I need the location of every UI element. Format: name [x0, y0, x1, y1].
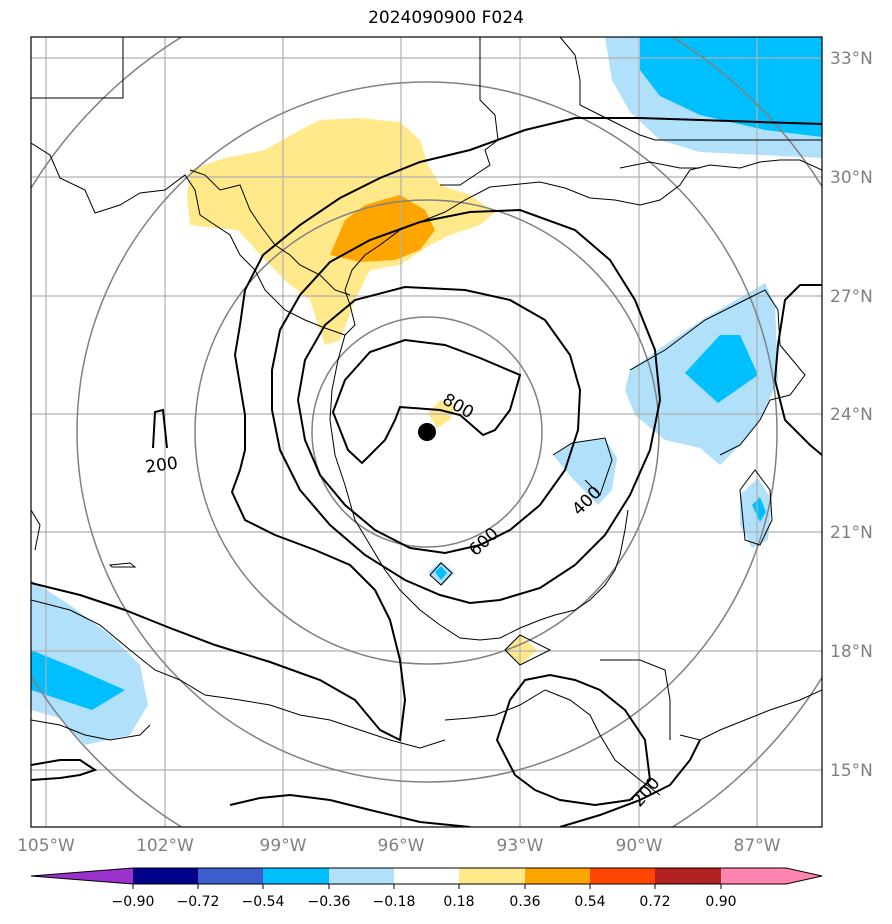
lat-label: 33°N: [830, 49, 873, 69]
colorbar-tick-label: −0.54: [242, 894, 285, 910]
lat-label: 15°N: [830, 761, 873, 781]
colorbar: −0.90 −0.72 −0.54 −0.36 −0.18 0.18 0.36 …: [30, 867, 823, 910]
contour-200-ring: [31, 254, 407, 742]
colorbar-segment: [263, 868, 329, 884]
colorbar-segment: [590, 868, 655, 884]
colorbar-segment: [721, 868, 786, 884]
shade-blue-west: [31, 650, 125, 710]
lon-label: 102°W: [136, 836, 194, 856]
lat-label: 30°N: [830, 168, 873, 188]
contour-200-outer: [262, 117, 822, 256]
lon-label: 96°W: [378, 836, 425, 856]
contour-label-200-west: 200: [144, 453, 179, 477]
latitude-labels: 33°N 30°N 27°N 24°N 21°N 18°N 15°N: [830, 49, 873, 781]
colorbar-segment: [459, 868, 525, 884]
lat-label: 27°N: [830, 287, 873, 307]
height-contours: [31, 117, 822, 827]
map-area: [31, 37, 822, 827]
shade-blue-east: [685, 335, 758, 403]
colorbar-extend-high: [786, 868, 822, 884]
lat-label: 18°N: [830, 642, 873, 662]
colorbar-tick-label: 0.18: [443, 894, 474, 910]
coastlines: [31, 37, 822, 796]
contour-800: [331, 338, 522, 465]
colorbar-segment: [394, 868, 459, 884]
lon-label: 87°W: [734, 836, 781, 856]
map-border: [30, 36, 823, 828]
contour-400: [271, 208, 662, 605]
contour-200-south: [495, 673, 652, 807]
colorbar-tick-label: −0.72: [177, 894, 220, 910]
colorbar-tick-label: 0.90: [705, 894, 736, 910]
lon-label: 90°W: [616, 836, 663, 856]
colorbar-segment: [655, 868, 721, 884]
lon-label: 99°W: [260, 836, 307, 856]
contour-600: [296, 285, 582, 555]
colorbar-tick-label: 0.72: [639, 894, 670, 910]
contour-label-600: 600: [465, 524, 503, 561]
contour-200-east: [773, 284, 822, 456]
colorbar-tick-label: −0.90: [112, 894, 155, 910]
colorbar-tick-label: −0.18: [373, 894, 416, 910]
colorbar-tick-label: −0.36: [308, 894, 351, 910]
shade-blue-ne: [640, 37, 822, 137]
lat-label: 21°N: [830, 523, 873, 543]
lat-label: 24°N: [830, 405, 873, 425]
map-title: 2024090900 F024: [368, 8, 524, 28]
longitude-labels: 105°W 102°W 99°W 96°W 93°W 90°W 87°W: [17, 836, 781, 856]
colorbar-tick-label: 0.36: [509, 894, 540, 910]
lon-label: 105°W: [17, 836, 75, 856]
lon-label: 93°W: [497, 836, 544, 856]
colorbar-segment: [133, 868, 198, 884]
contour-200-small: [152, 408, 168, 449]
contour-label-200-south: 200: [628, 773, 664, 811]
colorbar-extend-low: [31, 868, 133, 884]
shading-layer: [31, 37, 822, 745]
shade-blue-small: [435, 566, 447, 580]
colorbar-segment: [525, 868, 590, 884]
colorbar-segment: [198, 868, 263, 884]
range-rings: [31, 37, 822, 827]
colorbar-tick-label: 0.54: [574, 894, 605, 910]
shade-blue-cuba: [752, 497, 766, 522]
shade-light-blue-west: [31, 580, 148, 745]
colorbar-segment: [329, 868, 394, 884]
storm-center-marker: [418, 423, 436, 441]
